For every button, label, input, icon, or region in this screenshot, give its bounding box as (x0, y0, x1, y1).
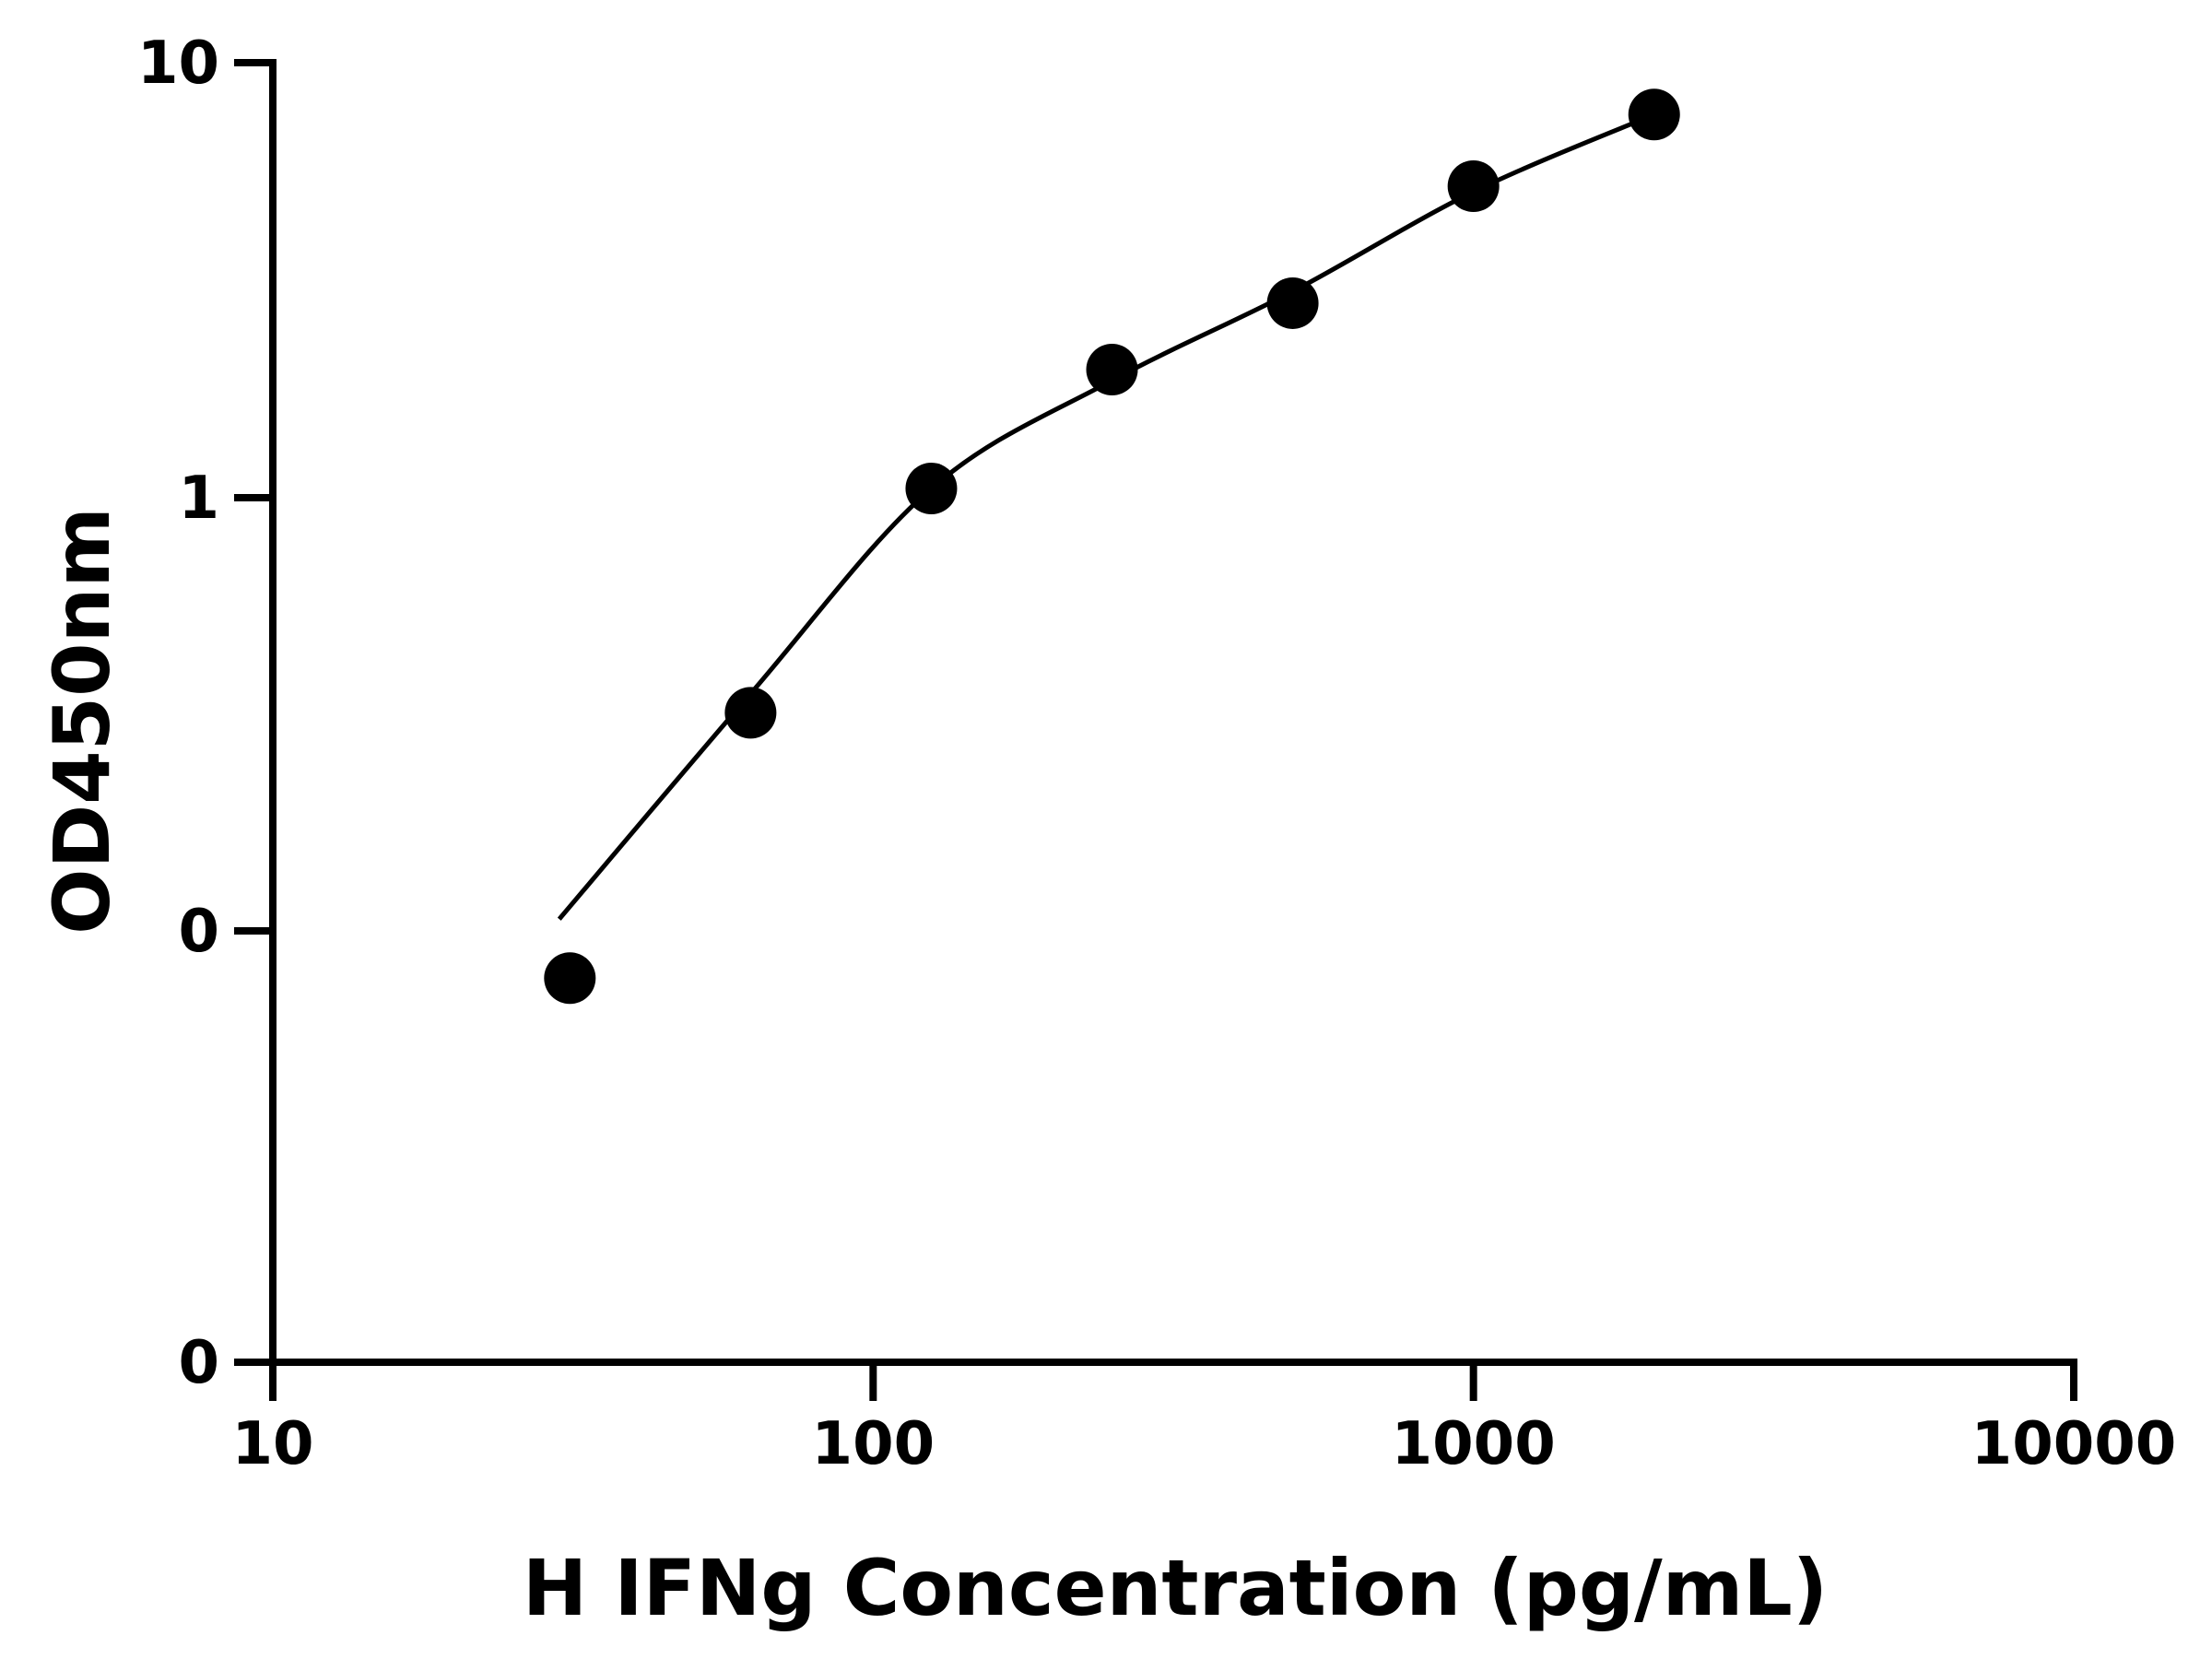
data-point (905, 462, 958, 514)
data-points-layer (544, 88, 1680, 1005)
data-point (1628, 88, 1680, 141)
data-point (1266, 276, 1319, 329)
x-tick-label: 10 (231, 1410, 313, 1478)
x-tick-label: 10000 (1971, 1410, 2177, 1478)
y-axis-title: OD450nm (37, 507, 127, 935)
fit-curve-line (557, 112, 1655, 921)
x-axis-title: H IFNg Concentration (pg/mL) (523, 1543, 1828, 1633)
data-point (724, 687, 777, 739)
fit-curve-layer (557, 112, 1655, 921)
data-point (1447, 160, 1500, 213)
y-axis-ticks: 0 0 1 10 (137, 29, 273, 1397)
x-axis-ticks: 10 100 1000 10000 (231, 1362, 2176, 1478)
y-tick-label: 10 (137, 29, 219, 98)
data-point (544, 952, 596, 1005)
y-tick-label: 0 (178, 898, 219, 966)
axes (269, 59, 2077, 1366)
x-tick-label: 100 (812, 1410, 935, 1478)
y-tick-label: 0 (178, 1329, 219, 1397)
y-tick-label: 1 (178, 465, 219, 533)
data-point (1086, 344, 1138, 396)
x-tick-label: 1000 (1392, 1410, 1556, 1478)
